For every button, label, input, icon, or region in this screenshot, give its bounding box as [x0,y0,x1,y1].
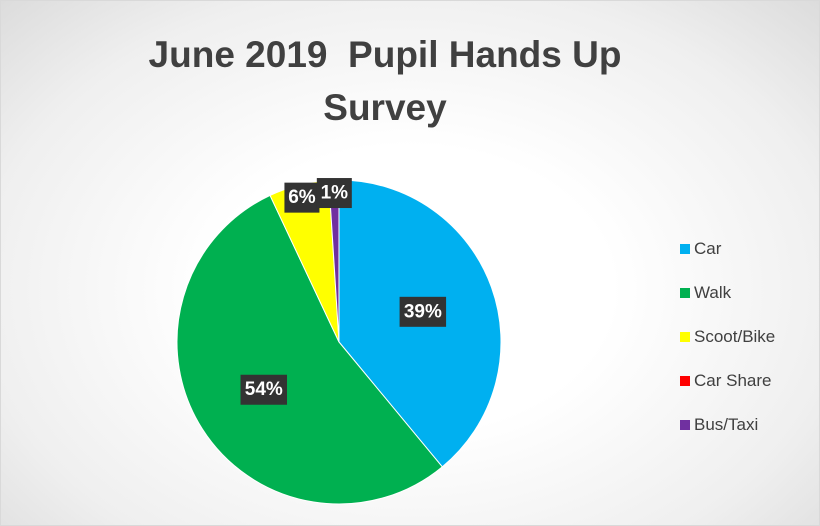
data-label-box [316,178,352,209]
legend-label: Scoot/Bike [694,327,776,346]
data-label-scoot-bike: 6% [284,182,320,213]
legend-label: Walk [694,283,732,302]
legend-swatch [680,288,690,298]
data-label-text: 54% [245,379,283,400]
legend-label: Car Share [694,371,772,390]
data-label-box [240,374,288,405]
data-label-bus-taxi: 1% [316,178,352,209]
legend-swatch [680,420,690,430]
legend-item-bus-taxi: Bus/Taxi [680,414,810,436]
data-label-text: 1% [321,183,349,204]
legend-item-scoot-bike: Scoot/Bike [680,326,810,348]
data-label-text: 6% [288,187,316,208]
legend-item-car-share: Car Share [680,370,810,392]
data-label-car: 39% [399,296,447,327]
data-label-text: 39% [404,301,442,322]
pie-data-labels: 39% 54% 6% 1% [240,178,447,405]
data-label-box [284,182,320,213]
pie-slice-walk [176,194,443,505]
legend-item-walk: Walk [680,282,810,304]
chart-title: June 2019 Pupil Hands Up Survey [148,34,632,128]
pie-slices [176,179,502,505]
legend-swatch [680,376,690,386]
legend-label: Car [694,239,722,258]
data-label-walk: 54% [240,374,288,405]
legend-swatch [680,244,690,254]
chart-legend: Car Walk Scoot/Bike Car Share Bus/Taxi [680,238,810,458]
data-label-box [399,296,447,327]
legend-label: Bus/Taxi [694,415,759,434]
legend-item-car: Car [680,238,810,260]
legend-swatch [680,332,690,342]
